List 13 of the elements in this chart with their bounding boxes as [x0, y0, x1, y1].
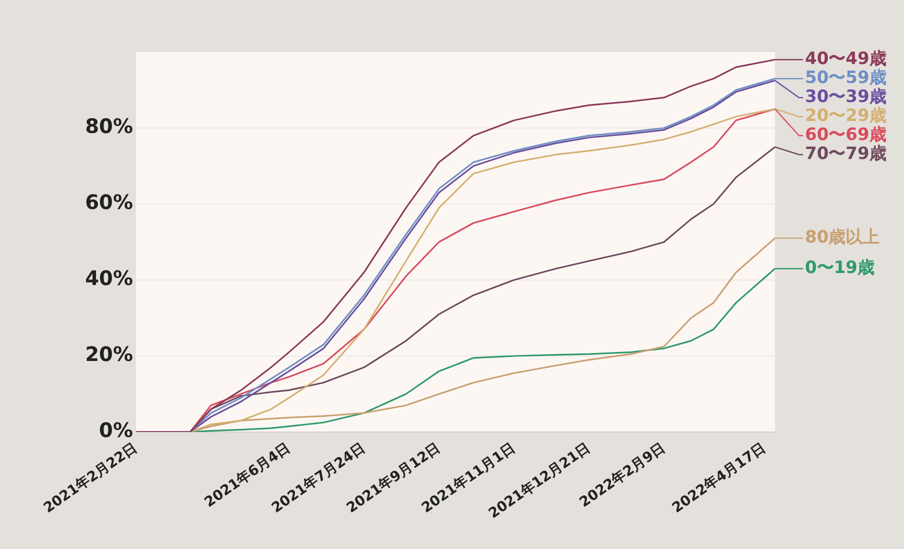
legend-label: 30〜39歳 [805, 87, 886, 108]
text: 60〜69歳 [805, 125, 886, 146]
y-tick-label: 0% [99, 418, 133, 442]
y-tick-label: 80% [85, 114, 133, 138]
legend-label: 80歳以上 [805, 228, 880, 248]
y-tick-label: 60% [85, 190, 133, 214]
legend-label: 40〜49歳 [805, 49, 886, 70]
legend-label: 50〜59歳 [805, 68, 886, 88]
y-tick-label: 20% [85, 342, 133, 366]
legend-label: 0〜19歳 [805, 258, 874, 278]
legend-label: 20〜29歳 [805, 106, 886, 126]
series-label: 70〜79歳 [805, 144, 886, 164]
y-tick-label: 40% [85, 266, 133, 290]
